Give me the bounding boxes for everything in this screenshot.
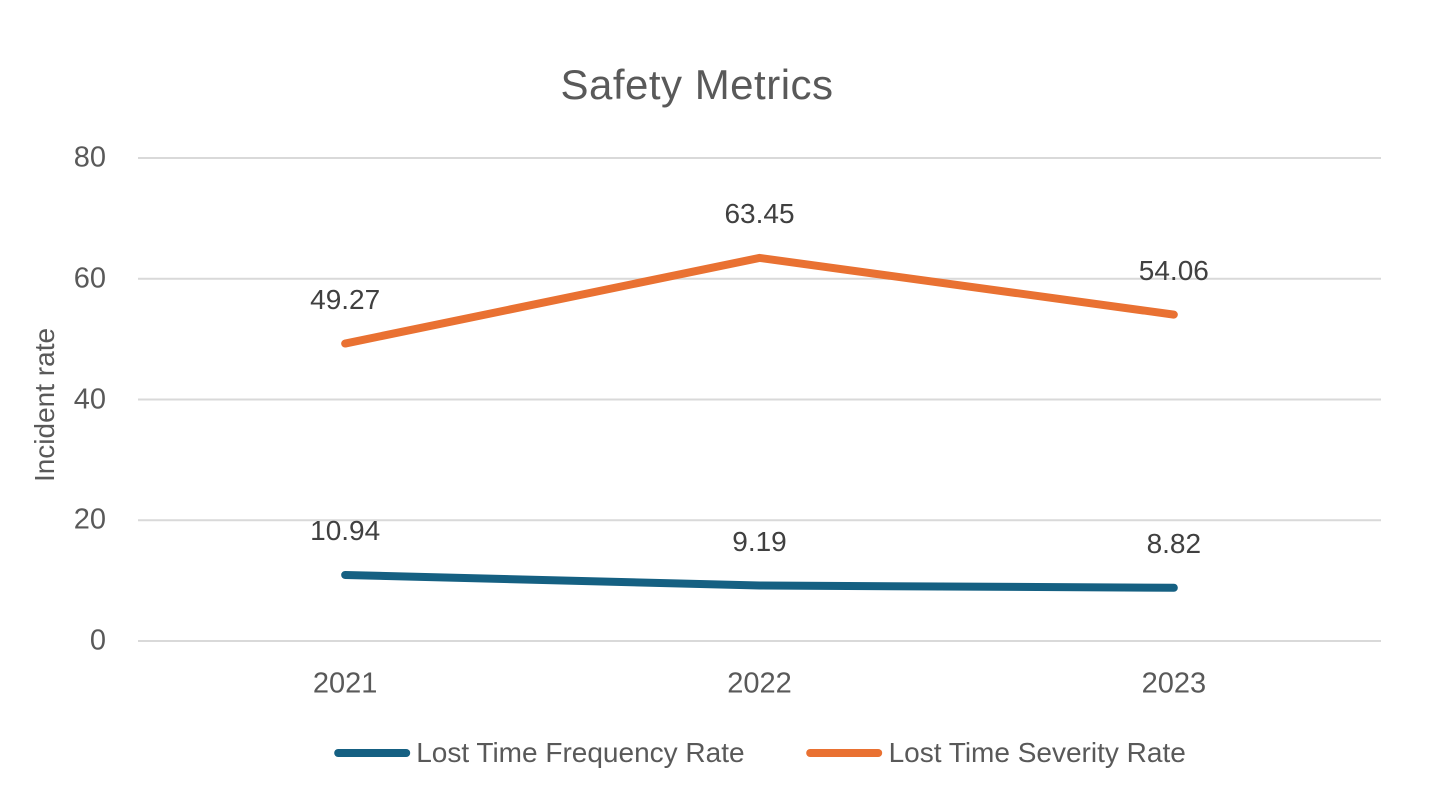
series-line-lost-time-frequency-rate	[341, 570, 1178, 592]
data-label-lost-time-severity-rate-2022: 63.45	[724, 197, 795, 229]
x-tick-label-2022: 2022	[727, 667, 792, 700]
legend-item-lost-time-severity-rate: Lost Time Severity Rate	[806, 737, 1186, 769]
legend-label: Lost Time Frequency Rate	[416, 737, 745, 768]
legend-line-swatch	[806, 749, 883, 757]
y-tick-label: 60	[73, 262, 106, 295]
chart-title: Safety Metrics	[560, 61, 834, 108]
data-label-lost-time-frequency-rate-2021: 10.94	[310, 514, 381, 546]
series-line-lost-time-severity-rate	[341, 253, 1178, 348]
y-tick-label: 80	[73, 141, 106, 174]
legend-item-lost-time-frequency-rate: Lost Time Frequency Rate	[334, 737, 745, 769]
x-tick-label-2023: 2023	[1141, 667, 1207, 700]
data-label-lost-time-frequency-rate-2023: 8.82	[1146, 527, 1202, 559]
chart-legend: Lost Time Frequency Rate Lost Time Severi…	[334, 737, 1186, 769]
data-label-lost-time-severity-rate-2023: 54.06	[1138, 254, 1209, 286]
data-label-lost-time-frequency-rate-2022: 9.19	[732, 525, 787, 557]
data-label-lost-time-severity-rate-2021: 49.27	[310, 283, 381, 315]
legend-line-swatch	[334, 749, 411, 757]
x-tick-label-2021: 2021	[312, 667, 378, 700]
y-tick-label: 20	[73, 503, 106, 536]
y-tick-label: 0	[89, 624, 106, 657]
legend-label: Lost Time Severity Rate	[888, 737, 1186, 768]
y-tick-label: 40	[73, 383, 106, 415]
